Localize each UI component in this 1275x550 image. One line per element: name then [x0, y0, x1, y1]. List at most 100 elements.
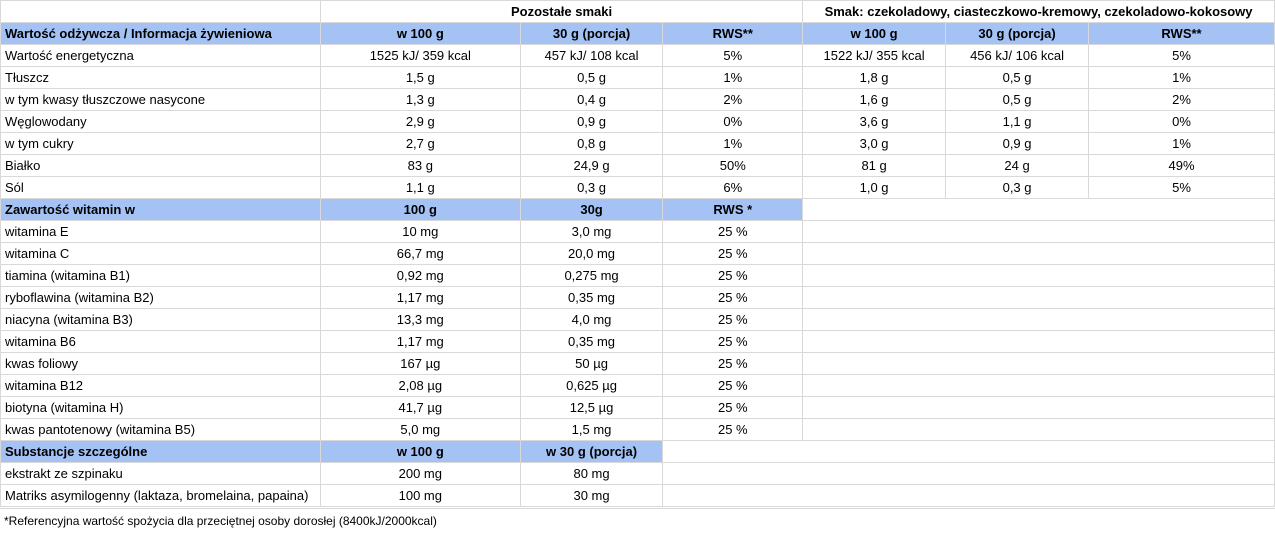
cell-empty: [802, 418, 1275, 441]
cell: 456 kJ/ 106 kcal: [945, 44, 1090, 67]
cell: 6%: [662, 176, 804, 199]
cell: 0,92 mg: [319, 264, 521, 287]
row-label: biotyna (witamina H): [0, 396, 321, 419]
cell: 5%: [1088, 44, 1275, 67]
cell: 5%: [1088, 176, 1275, 199]
cell: 1%: [662, 66, 804, 89]
row-label: Białko: [0, 154, 321, 177]
cell: 25 %: [662, 330, 804, 353]
row-label: Węglowodany: [0, 110, 321, 133]
cell: 5,0 mg: [319, 418, 521, 441]
row-label: ekstrakt ze szpinaku: [0, 462, 321, 485]
cell: 1,17 mg: [319, 330, 521, 353]
table-row: kwas foliowy 167 µg 50 µg 25 %: [0, 352, 1275, 375]
cell: 1%: [1088, 66, 1275, 89]
row-label: w tym cukry: [0, 132, 321, 155]
cell: 3,6 g: [802, 110, 947, 133]
cell: 50%: [662, 154, 804, 177]
cell: 80 mg: [519, 462, 664, 485]
cell-empty: [802, 374, 1275, 397]
nutrition-header-row: Wartość odżywcza / Informacja żywieniowa…: [0, 22, 1275, 45]
row-label: Tłuszcz: [0, 66, 321, 89]
cell: 1,1 g: [945, 110, 1090, 133]
column-header: 30g: [519, 198, 664, 221]
cell: 0,4 g: [519, 88, 664, 111]
cell: 3,0 g: [802, 132, 947, 155]
column-header: w 30 g (porcja): [519, 440, 664, 463]
cell: 41,7 µg: [319, 396, 521, 419]
cell: 1,3 g: [319, 88, 521, 111]
cell: 0,275 mg: [519, 264, 664, 287]
table-row: witamina C 66,7 mg 20,0 mg 25 %: [0, 242, 1275, 265]
column-header: RWS *: [662, 198, 804, 221]
footnote: *Referencyjna wartość spożycia dla przec…: [4, 514, 437, 528]
cell: 1,6 g: [802, 88, 947, 111]
cell-empty: [0, 0, 321, 23]
column-header: 30 g (porcja): [945, 22, 1090, 45]
table-row: tiamina (witamina B1) 0,92 mg 0,275 mg 2…: [0, 264, 1275, 287]
row-label: kwas foliowy: [0, 352, 321, 375]
cell: 0,3 g: [519, 176, 664, 199]
row-label: Wartość energetyczna: [0, 44, 321, 67]
cell: 2,7 g: [319, 132, 521, 155]
cell: 5%: [662, 44, 804, 67]
cell: 10 mg: [319, 220, 521, 243]
row-label: witamina E: [0, 220, 321, 243]
column-header: w 100 g: [319, 22, 521, 45]
cell-empty: [662, 462, 1275, 485]
cell: 0,9 g: [945, 132, 1090, 155]
cell: 25 %: [662, 220, 804, 243]
table-row: Matriks asymilogenny (laktaza, bromelain…: [0, 484, 1275, 507]
table-row: w tym kwasy tłuszczowe nasycone 1,3 g 0,…: [0, 88, 1275, 111]
cell: 49%: [1088, 154, 1275, 177]
cell: 25 %: [662, 396, 804, 419]
cell: 0,9 g: [519, 110, 664, 133]
cell: 66,7 mg: [319, 242, 521, 265]
table-row: ryboflawina (witamina B2) 1,17 mg 0,35 m…: [0, 286, 1275, 309]
cell: 2,9 g: [319, 110, 521, 133]
cell: 1522 kJ/ 355 kcal: [802, 44, 947, 67]
cell: 167 µg: [319, 352, 521, 375]
cell-empty: [662, 484, 1275, 507]
cell: 0,5 g: [945, 66, 1090, 89]
table-row: biotyna (witamina H) 41,7 µg 12,5 µg 25 …: [0, 396, 1275, 419]
cell: 30 mg: [519, 484, 664, 507]
cell: 1%: [662, 132, 804, 155]
cell: 4,0 mg: [519, 308, 664, 331]
cell: 0,3 g: [945, 176, 1090, 199]
cell: 2,08 µg: [319, 374, 521, 397]
cell: 25 %: [662, 286, 804, 309]
table-row: w tym cukry 2,7 g 0,8 g 1% 3,0 g 0,9 g 1…: [0, 132, 1275, 155]
cell: 81 g: [802, 154, 947, 177]
row-label: Matriks asymilogenny (laktaza, bromelain…: [0, 484, 321, 507]
cell: 83 g: [319, 154, 521, 177]
row-label: witamina B12: [0, 374, 321, 397]
cell: 1,1 g: [319, 176, 521, 199]
table-row: witamina B12 2,08 µg 0,625 µg 25 %: [0, 374, 1275, 397]
table-row: Węglowodany 2,9 g 0,9 g 0% 3,6 g 1,1 g 0…: [0, 110, 1275, 133]
column-header: 100 g: [319, 198, 521, 221]
cell: 2%: [662, 88, 804, 111]
row-label: niacyna (witamina B3): [0, 308, 321, 331]
divider: [0, 508, 1275, 509]
cell: 0,8 g: [519, 132, 664, 155]
cell: 1,5 mg: [519, 418, 664, 441]
cell-empty: [802, 352, 1275, 375]
cell: 25 %: [662, 418, 804, 441]
table-row: Białko 83 g 24,9 g 50% 81 g 24 g 49%: [0, 154, 1275, 177]
table-row: witamina B6 1,17 mg 0,35 mg 25 %: [0, 330, 1275, 353]
table-row: Tłuszcz 1,5 g 0,5 g 1% 1,8 g 0,5 g 1%: [0, 66, 1275, 89]
nutrition-table: Pozostałe smaki Smak: czekoladowy, ciast…: [0, 0, 1275, 507]
cell: 1%: [1088, 132, 1275, 155]
cell: 1,0 g: [802, 176, 947, 199]
row-label: ryboflawina (witamina B2): [0, 286, 321, 309]
row-label: w tym kwasy tłuszczowe nasycone: [0, 88, 321, 111]
cell: 1525 kJ/ 359 kcal: [319, 44, 521, 67]
group2-title: Smak: czekoladowy, ciasteczkowo-kremowy,…: [802, 0, 1275, 23]
cell-empty: [662, 440, 1275, 463]
cell: 0%: [1088, 110, 1275, 133]
cell: 25 %: [662, 308, 804, 331]
table-row: ekstrakt ze szpinaku 200 mg 80 mg: [0, 462, 1275, 485]
cell-empty: [802, 286, 1275, 309]
cell: 200 mg: [319, 462, 521, 485]
